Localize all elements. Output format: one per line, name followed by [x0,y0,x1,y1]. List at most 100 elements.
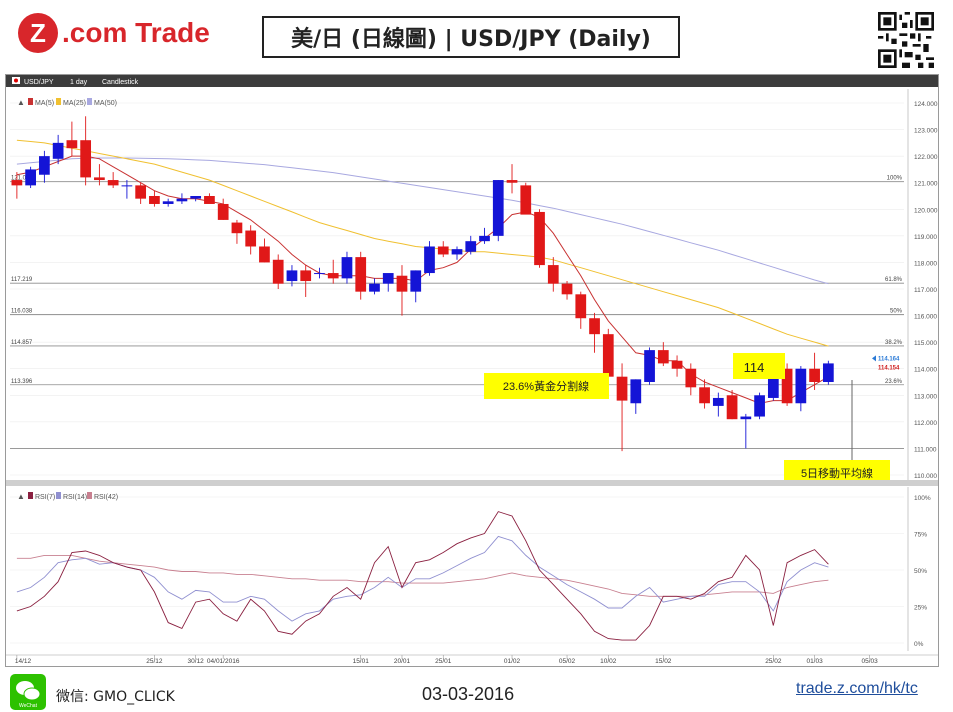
fib-annotation: 23.6%黃金分割線 [484,373,609,399]
website-link[interactable]: trade.z.com/hk/tc [796,680,918,697]
legend-ma25: MA(25) [63,100,86,107]
candle-up [767,368,779,398]
legend-ma50: MA(50) [94,100,117,107]
candle-down [107,180,119,186]
candle-up [754,395,765,417]
rsi-tick-label: 25% [914,605,927,612]
time-tick-label: 04/01/2016 [207,658,240,665]
ma50-swatch [87,98,92,105]
candle-down [11,180,23,186]
candle-up [314,273,325,275]
rsi-axis: 100% 75% 50% 25% 0% [907,487,931,651]
fib-percent-label: 23.6% [885,379,903,385]
rsi7-line [16,511,829,641]
chart-toolbar [6,75,938,87]
ma25-swatch [56,98,61,105]
legend-ma5: MA(5) [35,100,54,107]
legend-rsi14: RSI(14) [63,494,87,501]
candle-up [795,368,807,404]
candle-down [547,265,559,284]
candle-down [149,196,160,204]
rsi7-swatch [28,492,33,499]
chart-title: 美/日 (日線圖) | USD/JPY (Daily) [262,16,680,58]
time-tick-label: 20/01 [394,658,411,665]
wechat-label: WeChat [19,703,38,709]
ma25-line [16,139,829,347]
price-tick-label: 114.000 [914,367,937,374]
price-legend: ▲ MA(5) MA(25) MA(50) [17,98,117,107]
ma50-line [16,157,829,285]
candle-down [726,395,738,420]
fib-price-label: 113.396 [11,379,33,385]
toolbar-period[interactable]: 1 day [70,79,88,86]
candle-up [341,257,353,279]
qr-code [878,12,934,68]
price-tick-label: 120.000 [914,207,938,214]
time-tick-label: 01/02 [504,658,521,665]
price-tick-label: 117.000 [914,287,937,294]
chart-panel: USD/JPY 1 day Candlestick 121.042 100% 117… [5,74,939,667]
candle-up [176,198,188,202]
time-tick-label: 25/01 [435,658,452,665]
candle-down [327,273,339,279]
rsi-tick-label: 0% [914,641,924,648]
ma5-swatch [28,98,33,105]
candle-down [534,211,545,266]
time-tick-label: 14/12 [15,658,32,665]
weixin-id: 微信: GMO_CLICK [56,689,175,705]
candle-down [561,283,573,295]
candle-down [94,177,105,181]
rsi-lines [16,511,829,641]
price-tick-label: 124.000 [914,101,938,108]
level-annotation-box [733,353,785,379]
rsi-legend: ▲ RSI(7) RSI(14) RSI(42) [17,492,118,501]
moving-average-lines [16,139,829,404]
candle-up [630,379,642,404]
fib-percent-label: 50% [890,309,903,315]
level-annotation-text: 114 [744,360,765,375]
price-tick-label: 111.000 [914,446,937,453]
candle-up [451,249,463,255]
legend-collapse-icon[interactable]: ▲ [17,98,25,107]
price-chart: USD/JPY 1 day Candlestick 121.042 100% 117… [6,75,938,665]
candle-down [135,185,147,199]
candle-up [492,180,504,236]
rsi-tick-label: 50% [914,568,927,575]
wechat-icon: WeChat [10,674,46,710]
rsi-grid [10,496,904,644]
rsi42-swatch [87,492,92,499]
price-tick-label: 113.000 [914,393,937,400]
candle-up [465,241,477,252]
candle-down [506,180,518,183]
toolbar-style[interactable]: Candlestick [102,79,139,86]
rsi-legend-collapse-icon[interactable]: ▲ [17,492,25,501]
candle-up [740,416,752,420]
candle-down [66,140,78,149]
candle-down [657,350,669,364]
candle-up [382,273,394,284]
price-tick-label: 116.000 [914,314,937,321]
price-tick-label: 110.000 [914,473,937,480]
time-tick-label: 05/02 [559,658,576,665]
candle-down [272,259,284,284]
price-tick-label: 115.000 [914,340,937,347]
level-annotation: 114 [733,353,785,379]
toolbar-symbol[interactable]: USD/JPY [24,79,54,86]
time-tick-label: 30/12 [188,658,205,665]
candle-down [300,270,312,282]
candle-down [671,360,683,369]
rsi-tick-label: 100% [914,495,931,502]
candle-down [781,368,793,404]
rsi-tick-label: 75% [914,532,927,539]
candle-down [396,275,408,292]
candle-up [52,142,64,159]
price-tick-label: 119.000 [914,234,937,241]
time-tick-label: 15/02 [655,658,672,665]
candle-down [589,318,600,335]
fib-annotation-box [484,373,609,399]
price-tick-label: 123.000 [914,128,938,135]
candle-down [437,246,449,255]
price-tick-label: 122.000 [914,154,938,161]
svg-text:Z: Z [30,18,46,48]
fib-percent-label: 61.8% [885,277,903,283]
